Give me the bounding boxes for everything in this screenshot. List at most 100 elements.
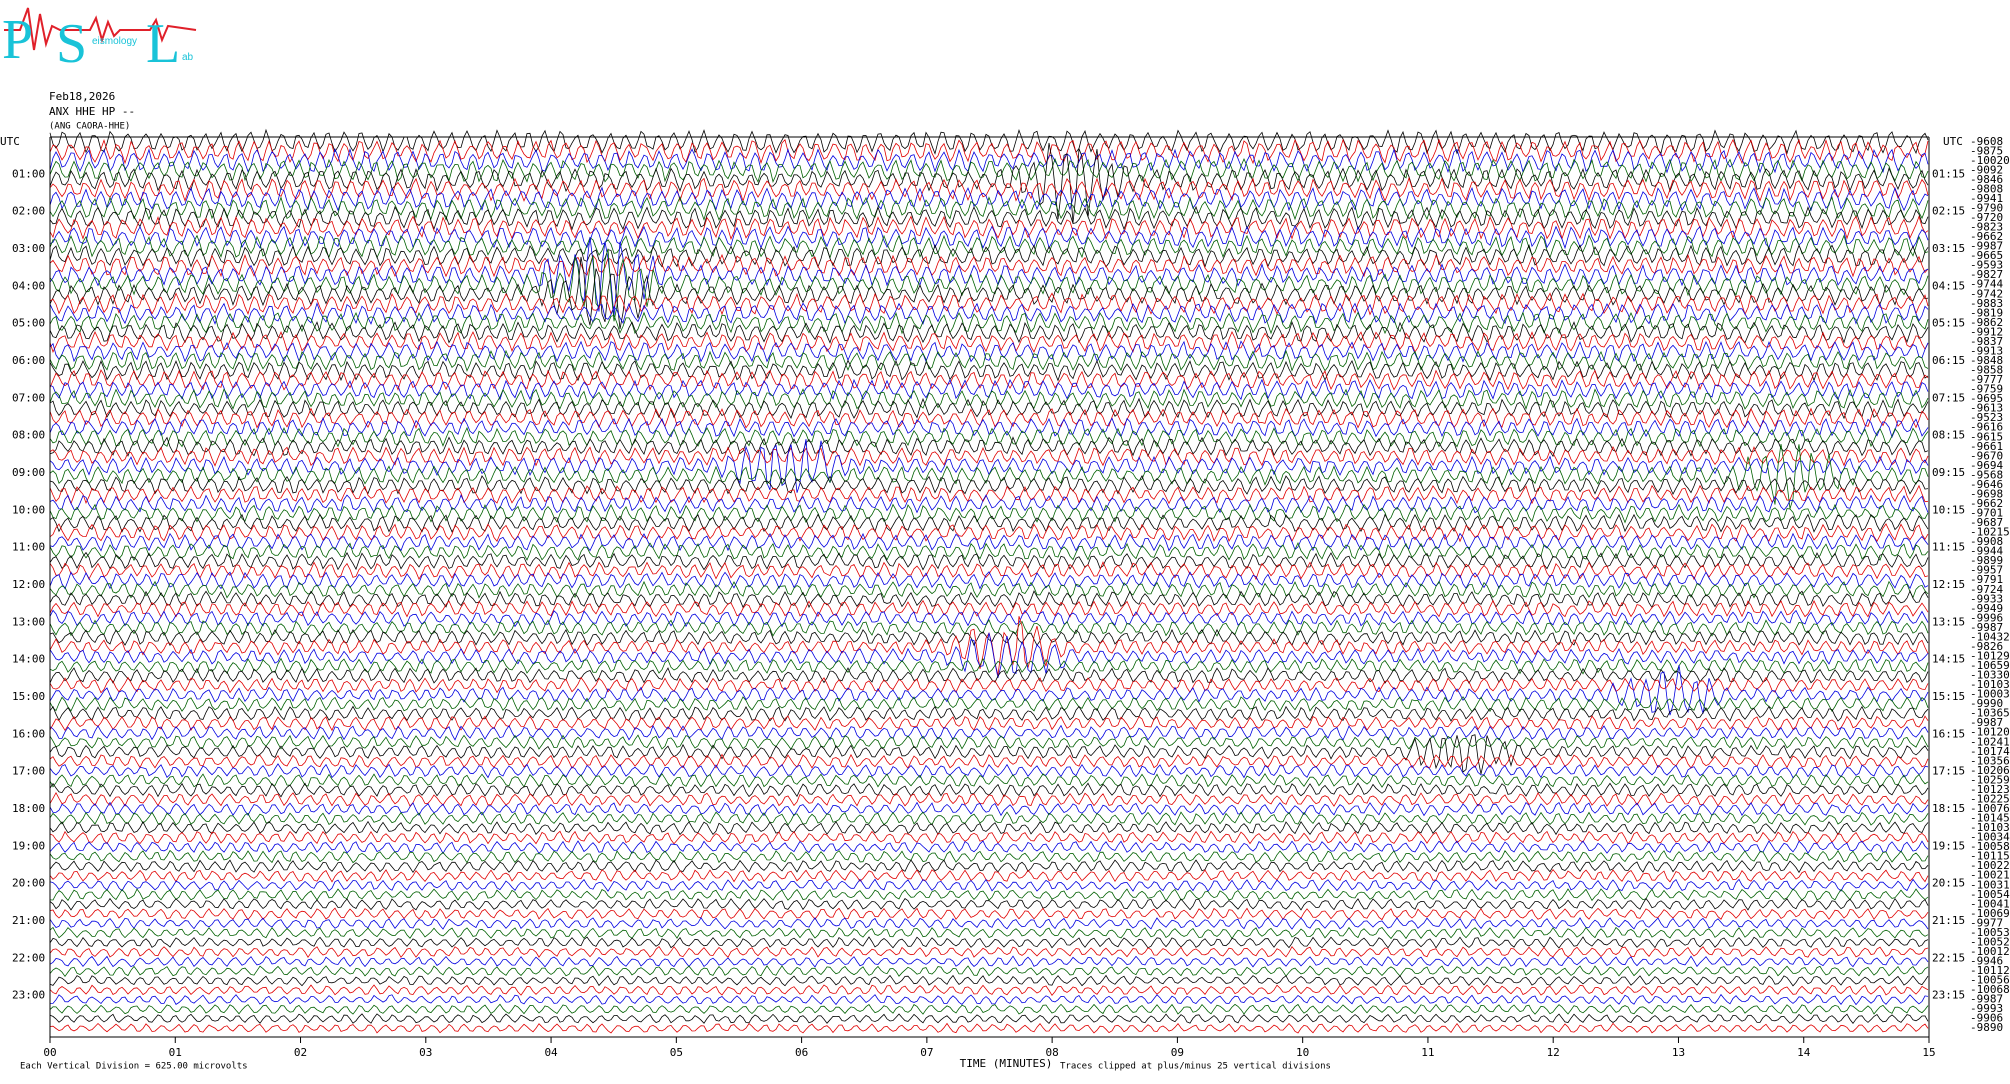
offset-label: -10103 [1970, 821, 2010, 834]
right-axis-title: UTC [1943, 135, 1963, 148]
offset-label: -10356 [1970, 754, 2010, 767]
left-axis-title: UTC [0, 135, 20, 148]
trace [49, 763, 1929, 779]
trace [49, 157, 1929, 183]
offset-label: -10069 [1970, 907, 2010, 920]
offset-label: -10058 [1970, 840, 2010, 853]
offset-label: -10031 [1970, 878, 2010, 891]
right-hour-label: 03:15 [1932, 242, 1965, 255]
offset-label: -9742 [1970, 287, 2003, 300]
offset-label: -10115 [1970, 850, 2010, 863]
offset-label: -10330 [1970, 669, 2010, 682]
trace [49, 609, 1929, 628]
date: Feb18,2026 [49, 90, 115, 103]
left-hour-label: 12:00 [12, 578, 45, 591]
offset-label: -10068 [1970, 983, 2010, 996]
trace [49, 196, 1929, 222]
right-hour-label: 16:15 [1932, 727, 1965, 740]
offset-label: -9883 [1970, 297, 2003, 310]
trace [49, 657, 1929, 675]
offset-label: -9890 [1970, 1021, 2003, 1034]
offset-label: -9823 [1970, 221, 2003, 234]
offset-label: -9862 [1970, 316, 2003, 329]
x-tick-label: 09 [1171, 1046, 1184, 1059]
trace [49, 330, 1929, 353]
x-tick-label: 14 [1797, 1046, 1811, 1059]
right-hour-label: 11:15 [1932, 541, 1965, 554]
right-hour-label: 14:15 [1932, 653, 1965, 666]
footer-left: Each Vertical Division = 625.00 microvol… [20, 1062, 248, 1072]
left-hour-label: 22:00 [12, 951, 45, 964]
offset-label: -9720 [1970, 211, 2003, 224]
offset-label: -9987 [1970, 240, 2003, 253]
offset-label: -9695 [1970, 392, 2003, 405]
trace [49, 830, 1929, 845]
offset-label: -9906 [1970, 1012, 2003, 1025]
station-name: (ANG CAORA-HHE) [49, 122, 130, 132]
x-tick-label: 06 [795, 1046, 808, 1059]
offset-label: -9941 [1970, 192, 2003, 205]
x-tick-label: 04 [544, 1046, 558, 1059]
trace [49, 248, 1929, 322]
offset-label: -9819 [1970, 306, 2003, 319]
left-hour-label: 10:00 [12, 503, 45, 516]
trace [49, 503, 1929, 524]
offset-label: -10041 [1970, 897, 2010, 910]
trace [49, 378, 1929, 401]
offset-label: -10206 [1970, 764, 2010, 777]
trace [49, 523, 1929, 543]
offset-label: -9759 [1970, 383, 2003, 396]
trace [49, 215, 1929, 240]
trace [49, 253, 1929, 278]
trace [49, 186, 1929, 212]
offset-label: -10365 [1970, 707, 2010, 720]
offset-label: -9701 [1970, 507, 2003, 520]
offset-label: -9826 [1970, 640, 2003, 653]
left-hour-label: 15:00 [12, 690, 45, 703]
offset-label: -9837 [1970, 335, 2003, 348]
offset-label: -9646 [1970, 478, 2003, 491]
left-hour-label: 14:00 [12, 653, 45, 666]
trace [49, 801, 1929, 817]
trace [49, 532, 1929, 552]
trace [49, 599, 1929, 618]
x-tick-label: 00 [43, 1046, 56, 1059]
offset-label: -9523 [1970, 411, 2003, 424]
offset-label: -10241 [1970, 735, 2010, 748]
trace [49, 205, 1929, 231]
offset-label: -9593 [1970, 259, 2003, 272]
trace [49, 984, 1929, 996]
offset-label: -9987 [1970, 716, 2003, 729]
left-hour-label: 02:00 [12, 205, 45, 218]
left-hour-label: 18:00 [12, 802, 45, 815]
trace [49, 128, 1929, 155]
offset-label: -9665 [1970, 249, 2003, 262]
offset-label: -10053 [1970, 926, 2010, 939]
trace [49, 888, 1929, 902]
logo-letter: L [146, 13, 180, 75]
trace [49, 311, 1929, 335]
offset-label: -9615 [1970, 430, 2003, 443]
trace [49, 734, 1929, 751]
right-hour-label: 20:15 [1932, 877, 1965, 890]
offset-label: -10021 [1970, 869, 2010, 882]
right-hour-label: 05:15 [1932, 317, 1965, 330]
trace [49, 820, 1929, 836]
right-hour-label: 04:15 [1932, 279, 1965, 292]
offset-label: -9744 [1970, 278, 2003, 291]
trace [49, 369, 1929, 391]
trace [49, 571, 1929, 590]
offset-label: -10123 [1970, 783, 2010, 796]
logo-word: ab [182, 52, 194, 63]
trace [49, 664, 1929, 716]
offset-label: -9949 [1970, 602, 2003, 615]
x-tick-label: 01 [169, 1046, 182, 1059]
offset-label: -10034 [1970, 831, 2010, 844]
right-hour-label: 19:15 [1932, 839, 1965, 852]
trace [49, 234, 1929, 259]
trace [49, 138, 1929, 165]
offset-label: -10003 [1970, 688, 2010, 701]
trace [49, 811, 1929, 826]
offset-label: -10054 [1970, 888, 2010, 901]
